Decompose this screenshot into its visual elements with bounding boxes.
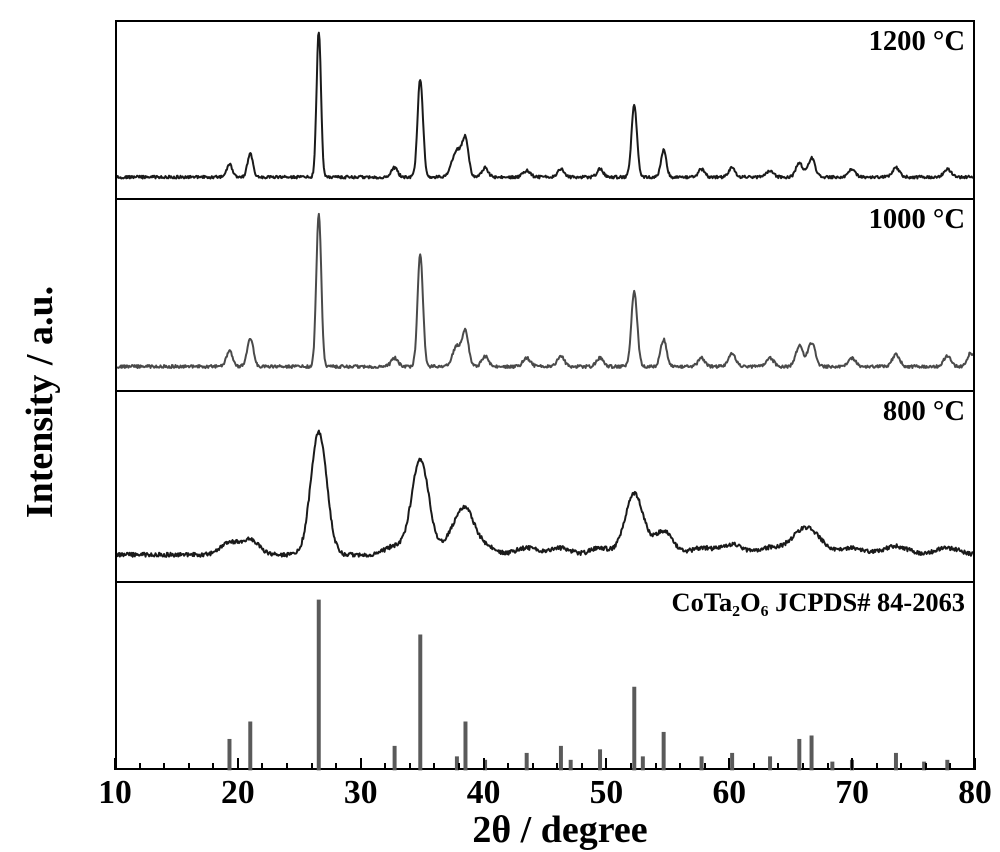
- x-tick-label: 10: [98, 774, 132, 812]
- x-tick-label: 20: [221, 774, 255, 812]
- x-tick: [728, 758, 730, 770]
- x-tick: [483, 758, 485, 770]
- x-minor-tick: [188, 763, 190, 770]
- xrd-trace: [117, 200, 973, 389]
- xrd-panel-reference: CoTa₂O₆ JCPDS# 84-2063: [117, 581, 973, 772]
- xrd-panel-p1000: 1000 °C: [117, 198, 973, 389]
- x-minor-tick: [433, 763, 435, 770]
- x-minor-tick: [655, 763, 657, 770]
- x-minor-tick: [827, 763, 829, 770]
- x-tick: [360, 758, 362, 770]
- xrd-trace: [117, 392, 973, 581]
- x-minor-tick: [384, 763, 386, 770]
- x-minor-tick: [900, 763, 902, 770]
- x-minor-tick: [163, 763, 165, 770]
- x-tick-label: 50: [590, 774, 624, 812]
- x-minor-tick: [802, 763, 804, 770]
- x-minor-tick: [311, 763, 313, 770]
- x-minor-tick: [261, 763, 263, 770]
- xrd-trace: [117, 22, 973, 198]
- xrd-figure: Intensity / a.u. 1200 °C1000 °C800 °CCoT…: [0, 0, 1000, 849]
- x-tick-label: 40: [467, 774, 501, 812]
- x-tick-label: 60: [712, 774, 746, 812]
- reference-sticks: [117, 583, 973, 772]
- y-axis-label: Intensity / a.u.: [18, 277, 62, 527]
- x-minor-tick: [949, 763, 951, 770]
- x-minor-tick: [409, 763, 411, 770]
- plot-area: 1200 °C1000 °C800 °CCoTa₂O₆ JCPDS# 84-20…: [115, 20, 975, 770]
- x-axis-label: 2θ / degree: [430, 808, 690, 852]
- x-tick: [605, 758, 607, 770]
- x-minor-tick: [679, 763, 681, 770]
- x-minor-tick: [458, 763, 460, 770]
- xrd-panel-p1200: 1200 °C: [117, 22, 973, 198]
- x-minor-tick: [777, 763, 779, 770]
- xrd-panel-p800: 800 °C: [117, 390, 973, 581]
- x-tick-label: 80: [958, 774, 992, 812]
- x-minor-tick: [630, 763, 632, 770]
- x-minor-tick: [212, 763, 214, 770]
- x-minor-tick: [556, 763, 558, 770]
- x-minor-tick: [335, 763, 337, 770]
- x-minor-tick: [507, 763, 509, 770]
- x-tick-label: 30: [344, 774, 378, 812]
- x-tick: [851, 758, 853, 770]
- x-minor-tick: [925, 763, 927, 770]
- x-minor-tick: [876, 763, 878, 770]
- x-tick: [237, 758, 239, 770]
- x-tick-label: 70: [835, 774, 869, 812]
- x-minor-tick: [581, 763, 583, 770]
- x-minor-tick: [286, 763, 288, 770]
- x-tick: [114, 758, 116, 770]
- x-minor-tick: [532, 763, 534, 770]
- x-tick: [974, 758, 976, 770]
- x-minor-tick: [753, 763, 755, 770]
- x-minor-tick: [704, 763, 706, 770]
- x-minor-tick: [139, 763, 141, 770]
